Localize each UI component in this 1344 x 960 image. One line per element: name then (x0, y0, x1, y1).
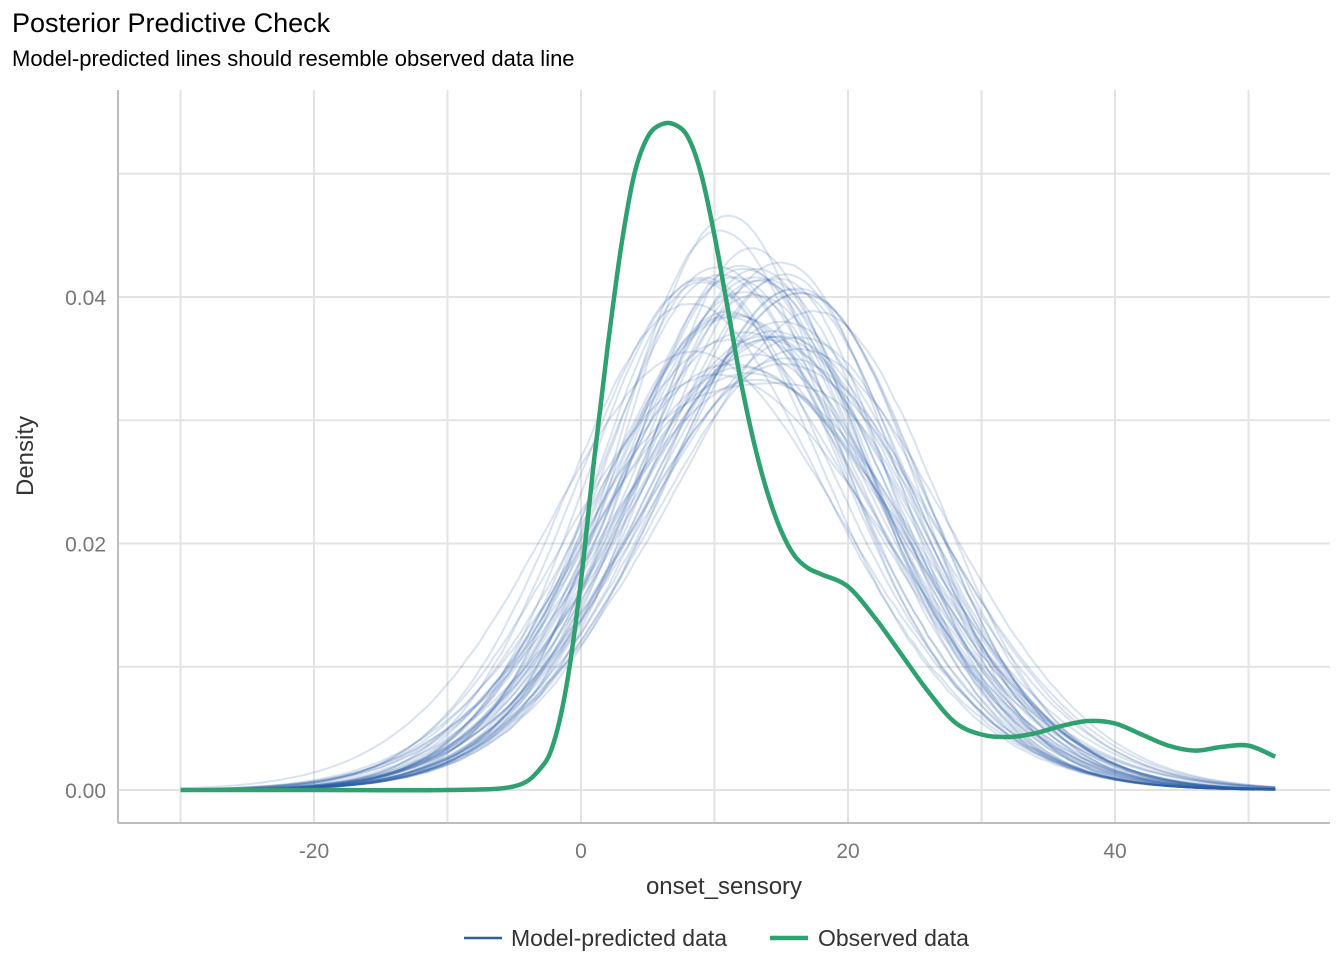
legend: Model-predicted data Observed data (464, 925, 969, 951)
predicted-line (180, 338, 1276, 791)
predicted-line (180, 276, 1276, 791)
predicted-line (180, 274, 1276, 791)
predicted-line (180, 373, 1276, 791)
predicted-line (180, 378, 1276, 791)
predicted-line (180, 350, 1276, 791)
predicted-line (180, 366, 1276, 791)
x-tick-label: 40 (1103, 840, 1126, 863)
x-axis-title: onset_sensory (646, 873, 802, 900)
predicted-line (180, 278, 1276, 791)
legend-label-observed: Observed data (818, 925, 969, 951)
predicted-line (180, 331, 1276, 791)
x-tick-label: -20 (299, 840, 329, 863)
predicted-line (180, 357, 1276, 791)
predicted-line (180, 214, 1276, 791)
axes (117, 90, 1330, 824)
predicted-line (180, 310, 1276, 791)
observed-line (180, 120, 1277, 793)
predicted-line (180, 279, 1276, 791)
predicted-line (180, 287, 1276, 791)
predicted-line (180, 353, 1276, 791)
predicted-line (180, 381, 1276, 791)
predicted-line (180, 292, 1276, 791)
predicted-line (180, 347, 1276, 791)
predicted-line (180, 329, 1276, 791)
predicted-line (180, 363, 1276, 791)
grid-lines (118, 90, 1330, 823)
predicted-line (180, 229, 1276, 791)
y-axis-title: Density (12, 416, 39, 496)
predicted-line (180, 267, 1276, 791)
predicted-line (180, 247, 1276, 791)
predicted-lines-group (180, 214, 1276, 791)
chart-subtitle: Model-predicted lines should resemble ob… (12, 46, 575, 71)
tick-labels: -20 0 20 40 0.00 0.02 0.04 (65, 287, 1127, 863)
y-tick-label: 0.04 (65, 287, 106, 310)
predicted-line (180, 291, 1276, 791)
predicted-line (180, 320, 1276, 791)
predicted-line (180, 291, 1276, 791)
y-tick-label: 0.00 (65, 780, 106, 803)
predicted-line (180, 277, 1276, 791)
predicted-line (180, 273, 1276, 791)
predicted-line (180, 310, 1276, 791)
predicted-line (180, 363, 1276, 791)
predicted-line (180, 338, 1276, 791)
predicted-line (180, 372, 1276, 791)
chart-title: Posterior Predictive Check (12, 8, 331, 38)
predicted-line (180, 302, 1276, 791)
predicted-line (180, 267, 1276, 791)
predicted-line (180, 336, 1276, 791)
predicted-line (180, 335, 1276, 791)
predicted-line (180, 276, 1276, 791)
x-tick-label: 0 (575, 840, 587, 863)
predicted-line (180, 276, 1276, 791)
predicted-line (180, 335, 1276, 791)
x-tick-label: 20 (836, 840, 859, 863)
y-tick-label: 0.02 (65, 534, 106, 557)
predicted-line (180, 261, 1276, 791)
predicted-line (180, 264, 1276, 791)
predicted-line (180, 335, 1276, 791)
predicted-line (180, 281, 1276, 791)
observed-line-group (180, 120, 1277, 793)
legend-label-predicted: Model-predicted data (511, 925, 727, 951)
predicted-line (180, 266, 1276, 791)
predicted-line (180, 288, 1276, 791)
